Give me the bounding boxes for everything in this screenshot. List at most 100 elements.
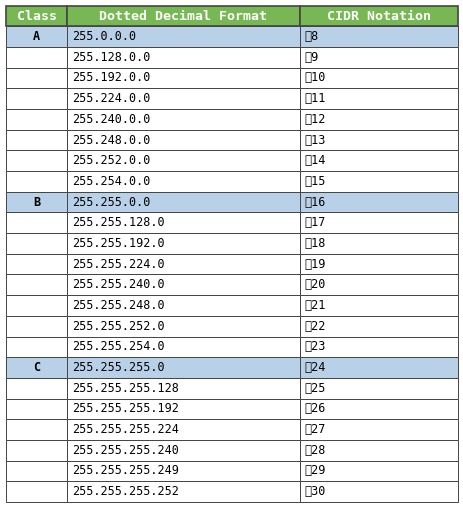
- Bar: [6, 6, 67, 26]
- Text: ⁄8: ⁄8: [304, 30, 319, 43]
- Text: ⁄11: ⁄11: [304, 92, 325, 105]
- Text: ⁄21: ⁄21: [304, 299, 325, 312]
- Bar: [299, 192, 457, 212]
- Bar: [6, 130, 67, 150]
- Text: ⁄14: ⁄14: [304, 154, 325, 167]
- Bar: [299, 233, 457, 254]
- Text: ⁄23: ⁄23: [304, 340, 325, 354]
- Text: ⁄30: ⁄30: [304, 485, 325, 498]
- Bar: [6, 399, 67, 419]
- Text: 255.224.0.0: 255.224.0.0: [72, 92, 150, 105]
- Bar: [299, 461, 457, 481]
- Bar: [67, 254, 299, 274]
- Bar: [299, 254, 457, 274]
- Bar: [67, 150, 299, 171]
- Bar: [6, 233, 67, 254]
- Bar: [67, 378, 299, 399]
- Bar: [67, 130, 299, 150]
- Text: ⁄26: ⁄26: [304, 402, 325, 416]
- Bar: [67, 357, 299, 378]
- Text: ⁄25: ⁄25: [304, 382, 325, 395]
- Bar: [6, 378, 67, 399]
- Text: 255.255.255.192: 255.255.255.192: [72, 402, 179, 416]
- Bar: [299, 171, 457, 192]
- Bar: [67, 419, 299, 440]
- Text: ⁄20: ⁄20: [304, 278, 325, 291]
- Bar: [299, 26, 457, 47]
- Text: 255.255.252.0: 255.255.252.0: [72, 320, 164, 333]
- Bar: [299, 399, 457, 419]
- Bar: [6, 336, 67, 357]
- Bar: [6, 316, 67, 336]
- Bar: [67, 192, 299, 212]
- Bar: [6, 150, 67, 171]
- Text: 255.0.0.0: 255.0.0.0: [72, 30, 136, 43]
- Text: ⁄13: ⁄13: [304, 134, 325, 146]
- Text: CIDR Notation: CIDR Notation: [326, 10, 430, 23]
- Bar: [299, 419, 457, 440]
- Bar: [67, 481, 299, 502]
- Text: A: A: [33, 30, 40, 43]
- Text: 255.248.0.0: 255.248.0.0: [72, 134, 150, 146]
- Text: ⁄15: ⁄15: [304, 175, 325, 188]
- Bar: [6, 68, 67, 88]
- Text: 255.255.128.0: 255.255.128.0: [72, 216, 164, 229]
- Bar: [299, 88, 457, 109]
- Text: 255.255.254.0: 255.255.254.0: [72, 340, 164, 354]
- Bar: [6, 171, 67, 192]
- Bar: [6, 26, 67, 47]
- Text: ⁄29: ⁄29: [304, 464, 325, 478]
- Bar: [6, 461, 67, 481]
- Bar: [67, 171, 299, 192]
- Bar: [6, 419, 67, 440]
- Bar: [299, 440, 457, 461]
- Bar: [299, 47, 457, 68]
- Text: ⁄28: ⁄28: [304, 444, 325, 457]
- Bar: [67, 47, 299, 68]
- Bar: [67, 316, 299, 336]
- Bar: [67, 88, 299, 109]
- Text: ⁄22: ⁄22: [304, 320, 325, 333]
- Text: 255.240.0.0: 255.240.0.0: [72, 113, 150, 126]
- Bar: [299, 212, 457, 233]
- Text: 255.254.0.0: 255.254.0.0: [72, 175, 150, 188]
- Bar: [6, 357, 67, 378]
- Bar: [299, 481, 457, 502]
- Bar: [299, 6, 457, 26]
- Bar: [6, 274, 67, 295]
- Bar: [67, 399, 299, 419]
- Bar: [6, 47, 67, 68]
- Text: 255.255.255.249: 255.255.255.249: [72, 464, 179, 478]
- Text: 255.255.248.0: 255.255.248.0: [72, 299, 164, 312]
- Text: 255.255.255.252: 255.255.255.252: [72, 485, 179, 498]
- Text: 255.255.255.128: 255.255.255.128: [72, 382, 179, 395]
- Text: 255.255.255.0: 255.255.255.0: [72, 361, 164, 374]
- Text: 255.255.255.240: 255.255.255.240: [72, 444, 179, 457]
- Text: ⁄10: ⁄10: [304, 72, 325, 84]
- Text: 255.255.0.0: 255.255.0.0: [72, 196, 150, 209]
- Bar: [299, 109, 457, 130]
- Text: ⁄19: ⁄19: [304, 258, 325, 271]
- Text: Dotted Decimal Format: Dotted Decimal Format: [99, 10, 267, 23]
- Text: 255.255.240.0: 255.255.240.0: [72, 278, 164, 291]
- Bar: [67, 274, 299, 295]
- Bar: [6, 254, 67, 274]
- Text: Class: Class: [17, 10, 56, 23]
- Bar: [6, 88, 67, 109]
- Text: C: C: [33, 361, 40, 374]
- Text: B: B: [33, 196, 40, 209]
- Text: ⁄16: ⁄16: [304, 196, 325, 209]
- Text: 255.128.0.0: 255.128.0.0: [72, 51, 150, 64]
- Bar: [6, 481, 67, 502]
- Bar: [299, 68, 457, 88]
- Bar: [67, 336, 299, 357]
- Text: 255.255.224.0: 255.255.224.0: [72, 258, 164, 271]
- Text: ⁄9: ⁄9: [304, 51, 319, 64]
- Text: 255.255.192.0: 255.255.192.0: [72, 237, 164, 250]
- Text: ⁄18: ⁄18: [304, 237, 325, 250]
- Bar: [299, 357, 457, 378]
- Bar: [6, 192, 67, 212]
- Bar: [299, 150, 457, 171]
- Bar: [67, 6, 299, 26]
- Bar: [67, 233, 299, 254]
